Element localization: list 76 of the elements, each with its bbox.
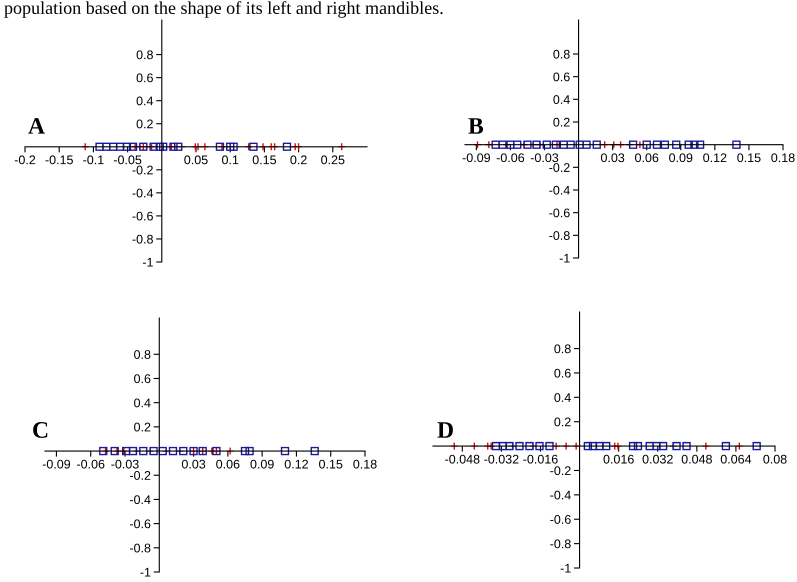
y-tick-label: -1: [142, 258, 153, 267]
x-tick-label: 0.15: [319, 460, 342, 469]
x-tick-label: 0.2: [290, 155, 307, 164]
x-tick-label: -0.05: [114, 155, 142, 164]
y-tick-label: -1: [560, 254, 570, 263]
y-tick-label: 0.4: [136, 96, 154, 106]
x-tick-label: 0.09: [250, 460, 274, 469]
y-tick-label: -1: [560, 564, 571, 573]
y-tick-label: -0.2: [130, 471, 150, 480]
y-tick-label: 0.4: [553, 95, 570, 104]
x-tick-label: -0.048: [445, 454, 480, 464]
y-tick-label: 0.8: [553, 50, 570, 59]
x-tick-label: 0.032: [642, 454, 673, 464]
y-tick-label: -0.8: [549, 231, 570, 240]
x-tick-label: 0.15: [737, 153, 761, 162]
y-tick-label: -0.8: [130, 544, 150, 552]
x-tick-label: 0.12: [284, 460, 308, 469]
x-tick-label: 0.25: [321, 155, 344, 164]
y-tick-label: 0.4: [134, 398, 151, 408]
x-tick-label: 0.12: [703, 153, 726, 162]
y-tick-label: 0.6: [134, 374, 150, 384]
y-tick-label: -0.2: [132, 166, 153, 174]
x-tick-label: -0.1: [83, 155, 104, 164]
y-tick-label: 0.8: [554, 344, 571, 354]
y-tick-label: 0.2: [134, 422, 150, 432]
y-tick-label: -0.8: [550, 539, 571, 548]
y-tick-label: -0.6: [132, 212, 153, 221]
y-tick-label: -0.4: [549, 186, 570, 195]
y-tick-label: -1: [140, 568, 150, 577]
annotation: D: [437, 422, 453, 438]
x-tick-label: 0.06: [635, 153, 658, 162]
y-tick-label: 0.4: [554, 393, 571, 402]
x-tick-label: 0.18: [353, 460, 377, 469]
text: population based on the shape of its left and right mandibles.: [4, 1, 443, 18]
x-tick-label: 0.03: [182, 460, 206, 469]
x-tick-label: 0.09: [669, 153, 692, 162]
y-tick-label: -0.2: [550, 466, 571, 476]
x-tick-label: -0.06: [496, 153, 524, 162]
y-tick-label: -0.4: [130, 495, 151, 504]
x-tick-label: 0.15: [252, 155, 276, 164]
y-tick-label: 0.8: [136, 50, 153, 60]
y-tick-label: 0.6: [136, 73, 153, 82]
y-tick-label: 0.8: [134, 350, 150, 359]
x-tick-label: -0.032: [484, 454, 518, 464]
x-tick-label: 0.18: [771, 153, 795, 162]
x-tick-label: -0.03: [530, 153, 558, 162]
x-tick-label: -0.06: [77, 460, 104, 469]
y-tick-label: -0.4: [132, 188, 154, 198]
y-tick-label: 0.2: [553, 118, 570, 127]
x-tick-label: 0.03: [600, 153, 624, 162]
annotation: B: [468, 118, 484, 134]
x-tick-label: -0.2: [14, 155, 36, 164]
y-tick-label: -0.6: [549, 208, 570, 218]
y-tick-label: 0.6: [553, 72, 570, 82]
y-tick-label: -0.6: [550, 515, 571, 524]
x-tick-label: -0.15: [46, 155, 73, 164]
annotation: C: [33, 422, 48, 438]
x-tick-label: 0.016: [604, 454, 634, 464]
y-tick-label: -0.6: [130, 519, 150, 528]
x-tick-label: -0.03: [111, 460, 139, 469]
x-tick-label: 0.06: [216, 460, 240, 469]
y-tick-label: 0.2: [136, 120, 153, 128]
x-tick-label: 0.064: [720, 454, 752, 464]
x-tick-label: -0.016: [523, 454, 558, 464]
x-tick-label: 0.05: [184, 155, 208, 164]
y-tick-label: 0.2: [554, 418, 571, 426]
x-tick-label: -0.09: [42, 460, 70, 469]
x-tick-label: -0.09: [462, 153, 490, 162]
x-tick-label: 0.08: [763, 454, 787, 464]
y-tick-label: -0.8: [132, 234, 153, 244]
y-tick-label: 0.6: [554, 368, 571, 378]
x-tick-label: 0.1: [222, 155, 238, 164]
x-tick-label: 0.048: [682, 454, 712, 464]
annotation: A: [28, 118, 45, 134]
y-tick-label: -0.4: [550, 490, 571, 500]
y-tick-label: -0.2: [549, 163, 570, 172]
